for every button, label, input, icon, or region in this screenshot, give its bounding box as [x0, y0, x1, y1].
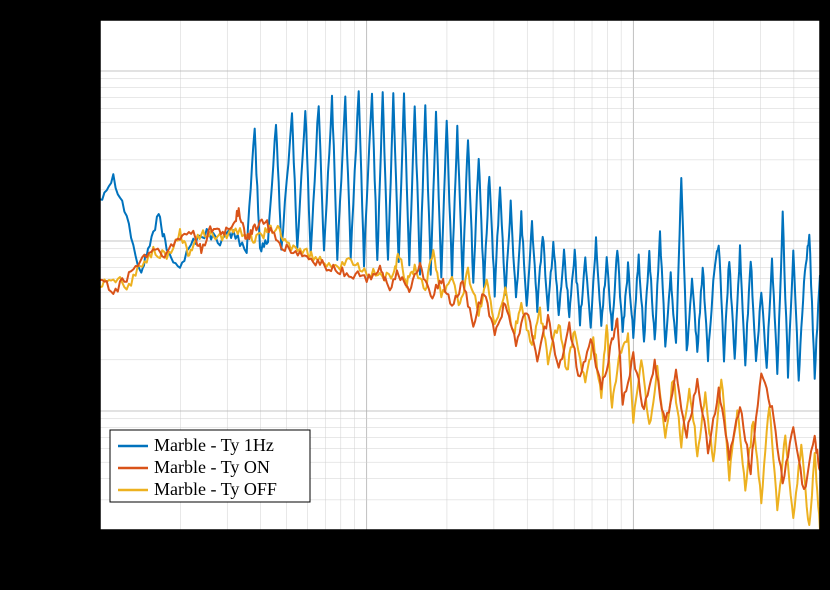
- chart-container: Marble - Ty 1HzMarble - Ty ONMarble - Ty…: [0, 0, 830, 590]
- legend-label: Marble - Ty OFF: [154, 479, 277, 499]
- legend: Marble - Ty 1HzMarble - Ty ONMarble - Ty…: [110, 430, 310, 502]
- legend-label: Marble - Ty ON: [154, 457, 270, 477]
- line-chart: Marble - Ty 1HzMarble - Ty ONMarble - Ty…: [0, 0, 830, 590]
- legend-label: Marble - Ty 1Hz: [154, 435, 274, 455]
